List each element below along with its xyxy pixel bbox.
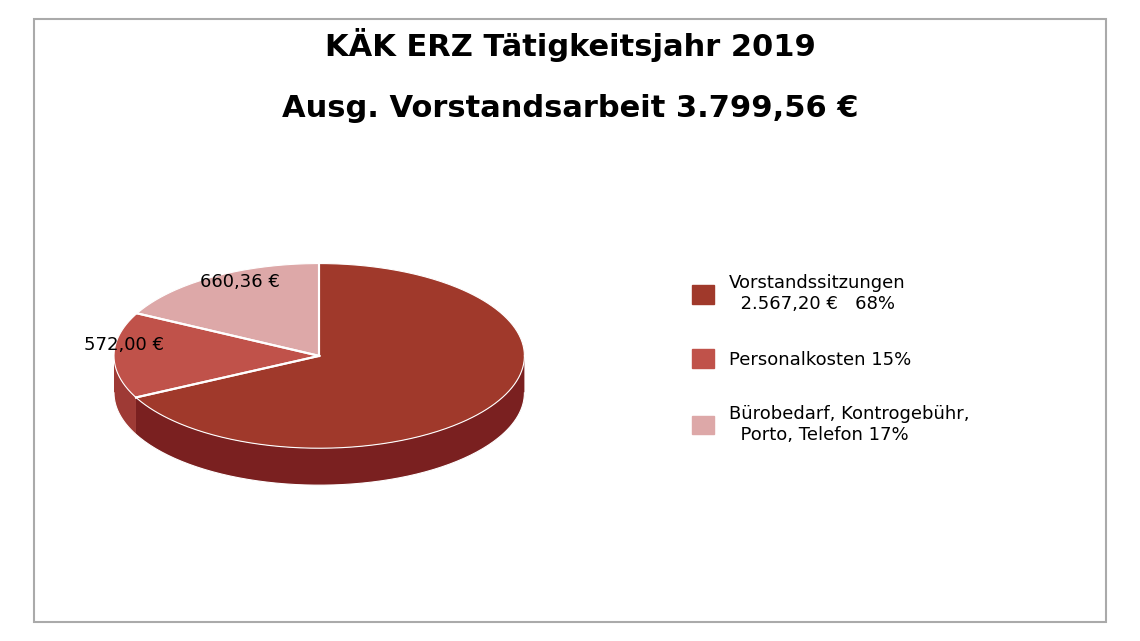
Text: KÄK ERZ Tätigkeitsjahr 2019: KÄK ERZ Tätigkeitsjahr 2019 — [325, 28, 815, 62]
Polygon shape — [136, 263, 524, 448]
Polygon shape — [114, 356, 136, 435]
Text: 660,36 €: 660,36 € — [201, 272, 280, 291]
Polygon shape — [136, 356, 524, 485]
Text: Ausg. Vorstandsarbeit 3.799,56 €: Ausg. Vorstandsarbeit 3.799,56 € — [282, 94, 858, 124]
Polygon shape — [137, 263, 319, 356]
Text: 572,00 €: 572,00 € — [84, 337, 164, 354]
Legend: Vorstandssitzungen
  2.567,20 €   68%, Personalkosten 15%, Bürobedarf, Kontrogeb: Vorstandssitzungen 2.567,20 € 68%, Perso… — [685, 267, 976, 451]
Polygon shape — [114, 313, 319, 397]
